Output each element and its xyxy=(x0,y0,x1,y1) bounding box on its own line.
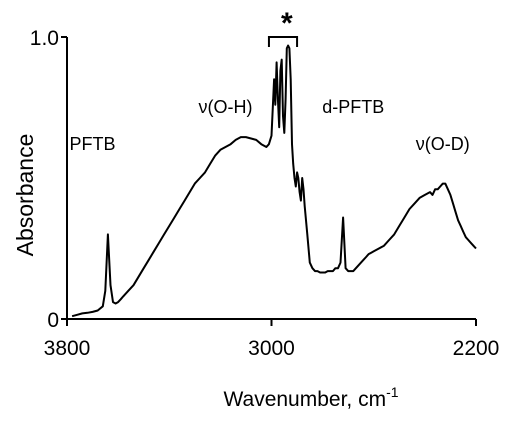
x-axis-label-text: Wavenumber, cm xyxy=(223,388,386,411)
labels: Absorbance Wavenumber, cm-1 3800 3000 2200… xyxy=(12,7,499,411)
peak-annotation: ν(O-D) xyxy=(416,134,470,154)
asterisk-annotation: * xyxy=(281,7,293,40)
plot-area xyxy=(71,44,477,318)
peak-annotation: d-PFTB xyxy=(322,97,384,117)
peak-annotation: ν(O-H) xyxy=(198,97,252,117)
x-axis-label-superscript: -1 xyxy=(386,384,399,400)
x-tick-label: 2200 xyxy=(453,337,500,360)
spectrum-line xyxy=(71,44,477,318)
y-tick-label: 0 xyxy=(47,309,59,332)
axes xyxy=(61,36,477,326)
peak-annotation: PFTB xyxy=(70,134,116,154)
x-axis-label: Wavenumber, cm-1 xyxy=(223,384,398,411)
bracket xyxy=(267,36,299,47)
y-axis-label: Absorbance xyxy=(12,134,38,257)
y-tick-label: 1.0 xyxy=(30,27,59,50)
x-tick-label: 3800 xyxy=(44,337,91,360)
x-tick-label: 3000 xyxy=(248,337,295,360)
